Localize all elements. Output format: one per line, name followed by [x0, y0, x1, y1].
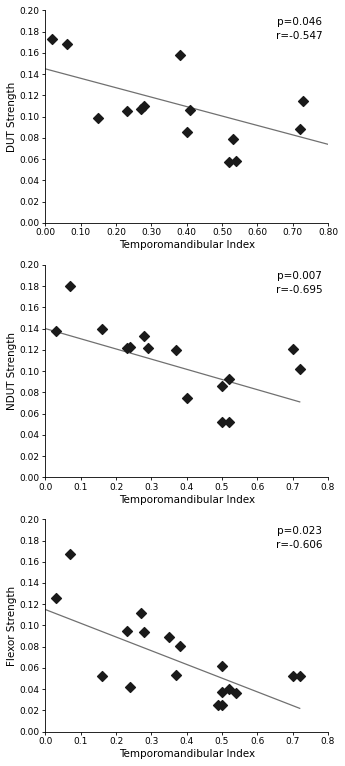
Y-axis label: NDUT Strength: NDUT Strength [7, 332, 17, 410]
Text: p=0.046
r=-0.547: p=0.046 r=-0.547 [276, 17, 322, 41]
Point [233, 155, 239, 168]
X-axis label: Temporomandibular Index: Temporomandibular Index [119, 495, 255, 505]
Point [216, 699, 221, 712]
Point [141, 100, 147, 112]
Point [226, 156, 232, 169]
Point [219, 660, 225, 672]
Point [53, 592, 59, 604]
Point [124, 625, 129, 637]
Point [67, 548, 73, 561]
Point [230, 133, 235, 145]
Text: p=0.023
r=-0.606: p=0.023 r=-0.606 [276, 525, 322, 550]
Point [64, 38, 69, 51]
Point [184, 391, 189, 404]
X-axis label: Temporomandibular Index: Temporomandibular Index [119, 241, 255, 250]
Point [297, 670, 303, 683]
Point [297, 363, 303, 375]
Point [219, 699, 225, 712]
Point [166, 631, 172, 643]
Point [53, 325, 59, 337]
Point [177, 640, 183, 652]
Point [184, 126, 189, 138]
Point [226, 416, 232, 428]
Text: p=0.007
r=-0.695: p=0.007 r=-0.695 [276, 271, 322, 295]
Point [219, 380, 225, 392]
Point [297, 123, 303, 136]
Point [124, 105, 129, 117]
Point [141, 626, 147, 638]
Point [300, 95, 306, 107]
Point [124, 342, 129, 354]
X-axis label: Temporomandibular Index: Temporomandibular Index [119, 749, 255, 759]
Point [219, 416, 225, 428]
Point [127, 681, 133, 693]
Point [226, 372, 232, 385]
Point [177, 49, 183, 61]
Point [99, 322, 105, 335]
Point [173, 344, 179, 356]
Point [50, 33, 55, 45]
Point [67, 280, 73, 292]
Point [290, 670, 295, 683]
Point [138, 607, 144, 619]
Y-axis label: DUT Strength: DUT Strength [7, 81, 17, 152]
Point [173, 669, 179, 682]
Point [127, 341, 133, 353]
Point [145, 342, 151, 354]
Point [219, 686, 225, 699]
Point [187, 104, 193, 116]
Point [233, 687, 239, 699]
Point [290, 342, 295, 355]
Point [96, 112, 101, 124]
Point [99, 670, 105, 683]
Point [141, 330, 147, 342]
Point [226, 683, 232, 696]
Point [138, 103, 144, 116]
Y-axis label: Flexor Strength: Flexor Strength [7, 585, 17, 666]
